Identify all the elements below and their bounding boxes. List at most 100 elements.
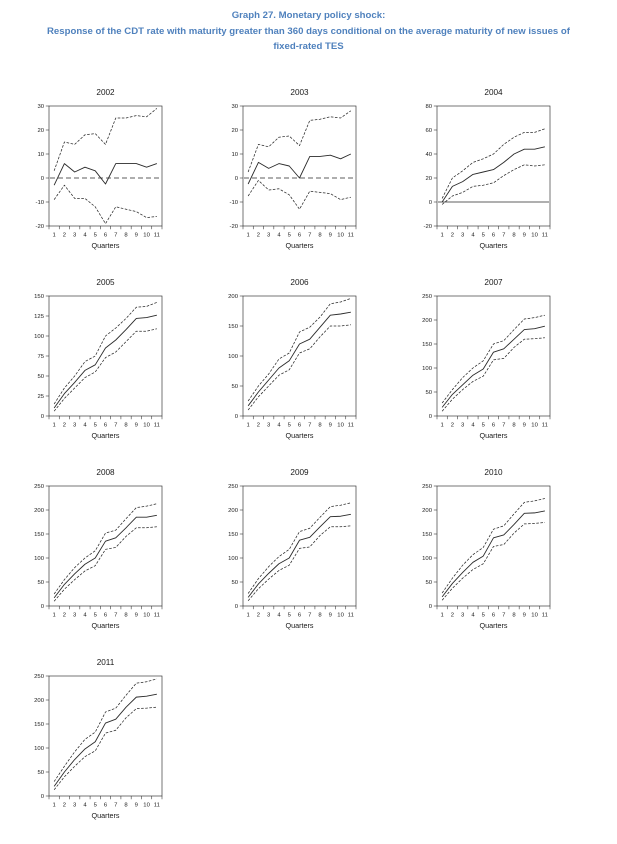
chart-svg-2009: 2009 0 50 100 150 200 250 1 2 3 4 5 6 7 8 9 10 11 Quarters	[228, 468, 357, 630]
x-tick-label: 6	[298, 613, 302, 619]
y-tick-label: 30	[231, 104, 238, 110]
plot-box	[436, 485, 551, 607]
y-tick-label: 10	[231, 152, 238, 158]
x-tick-label: 2	[63, 613, 66, 619]
x-tick-label: 8	[124, 233, 128, 239]
y-tick-label: 60	[425, 128, 432, 134]
plot-box	[436, 105, 551, 227]
chart-panel-2010: 2010 0 50 100 150 200 250 1 2 3 4 5 6 7 8 9 10 11 Quarters	[412, 464, 592, 634]
y-tick-label: -20	[423, 224, 432, 230]
series-response	[441, 510, 545, 598]
chart-title: 2011	[97, 658, 115, 667]
y-tick-label: 100	[422, 556, 433, 562]
x-tick-label: 7	[114, 803, 117, 809]
x-tick-label: 7	[502, 423, 505, 429]
y-tick-label: 0	[235, 176, 239, 182]
x-tick-label: 7	[114, 613, 117, 619]
x-tick-label: 2	[257, 233, 260, 239]
x-tick-label: 2	[63, 803, 66, 809]
y-tick-label: 100	[34, 556, 45, 562]
y-tick-label: 50	[37, 580, 44, 586]
x-tick-label: 3	[267, 233, 271, 239]
x-axis-label: Quarters	[286, 431, 314, 440]
x-tick-label: 8	[318, 613, 322, 619]
y-tick-label: 100	[228, 556, 239, 562]
x-tick-label: 7	[502, 233, 505, 239]
x-tick-label: 10	[143, 613, 150, 619]
y-tick-label: 50	[37, 374, 44, 380]
chart-svg-2007: 2007 0 50 100 150 200 250 1 2 3 4 5 6 7 8 9 10 11 Quarters	[422, 278, 551, 440]
x-tick-label: 10	[143, 423, 150, 429]
x-tick-label: 2	[257, 423, 260, 429]
y-tick-label: 0	[429, 604, 433, 610]
x-tick-label: 10	[337, 233, 344, 239]
chart-panel-2002: 2002 -20 -10 0 10 20 30 1 2 3 4 5 6 7 8 9 10 11 Quarters	[24, 84, 204, 254]
x-tick-label: 8	[512, 613, 516, 619]
y-tick-label: 0	[429, 414, 433, 420]
x-tick-label: 3	[267, 423, 271, 429]
x-tick-label: 9	[329, 233, 332, 239]
x-tick-label: 9	[135, 613, 138, 619]
x-tick-label: 1	[52, 423, 55, 429]
chart-panel-2003: 2003 -20 -10 0 10 20 30 1 2 3 4 5 6 7 8 9 10 11 Quarters	[218, 84, 398, 254]
plot-box	[48, 485, 163, 607]
x-tick-label: 1	[52, 803, 55, 809]
x-axis-label: Quarters	[286, 621, 314, 630]
y-tick-label: 150	[422, 342, 433, 348]
chart-panel-2008: 2008 0 50 100 150 200 250 1 2 3 4 5 6 7 8 9 10 11 Quarters	[24, 464, 204, 634]
y-tick-label: 50	[425, 580, 432, 586]
y-tick-label: 50	[37, 770, 44, 776]
figure-title: Graph 27. Monetary policy shock: Respons…	[10, 8, 607, 55]
x-tick-label: 5	[482, 423, 486, 429]
chart-title: 2006	[290, 278, 309, 287]
x-tick-label: 4	[83, 423, 87, 429]
plot-box	[48, 675, 163, 797]
x-tick-label: 1	[246, 613, 249, 619]
chart-title: 2010	[484, 468, 503, 477]
x-tick-label: 5	[94, 423, 98, 429]
y-tick-label: 10	[37, 152, 44, 158]
chart-svg-2010: 2010 0 50 100 150 200 250 1 2 3 4 5 6 7 8 9 10 11 Quarters	[422, 468, 551, 630]
y-tick-label: 0	[429, 200, 433, 206]
x-tick-label: 3	[461, 233, 465, 239]
x-tick-label: 3	[267, 613, 271, 619]
x-tick-label: 7	[308, 233, 311, 239]
y-tick-label: 200	[34, 508, 45, 514]
x-tick-label: 3	[73, 233, 77, 239]
x-tick-label: 6	[298, 423, 302, 429]
x-tick-label: 2	[257, 613, 260, 619]
series-response	[247, 153, 352, 185]
series-lower-band	[441, 522, 545, 601]
x-tick-label: 11	[542, 423, 548, 429]
x-tick-label: 9	[135, 803, 138, 809]
series-lower-band	[53, 526, 157, 602]
y-tick-label: 125	[34, 314, 45, 320]
x-tick-label: 1	[440, 423, 443, 429]
series-upper-band	[441, 314, 545, 404]
x-tick-label: 8	[318, 423, 322, 429]
chart-title: 2003	[290, 88, 309, 97]
x-tick-label: 5	[288, 613, 292, 619]
x-tick-label: 2	[451, 233, 454, 239]
y-tick-label: 150	[34, 294, 45, 300]
x-tick-label: 5	[482, 613, 486, 619]
plot-box	[242, 485, 357, 607]
y-tick-label: -20	[35, 224, 44, 230]
chart-panel-2009: 2009 0 50 100 150 200 250 1 2 3 4 5 6 7 8 9 10 11 Quarters	[218, 464, 398, 634]
x-tick-label: 9	[329, 613, 332, 619]
x-tick-label: 6	[298, 233, 302, 239]
x-axis-label: Quarters	[286, 241, 314, 250]
y-tick-label: 200	[228, 508, 239, 514]
y-tick-label: 150	[422, 532, 433, 538]
chart-svg-2002: 2002 -20 -10 0 10 20 30 1 2 3 4 5 6 7 8 9 10 11 Quarters	[35, 88, 163, 250]
y-tick-label: 0	[41, 176, 45, 182]
x-tick-label: 6	[492, 613, 496, 619]
x-tick-label: 9	[523, 423, 526, 429]
y-tick-label: 250	[422, 294, 433, 300]
series-response	[441, 325, 545, 408]
x-tick-label: 4	[83, 613, 87, 619]
x-tick-label: 9	[523, 613, 526, 619]
y-tick-label: 200	[34, 698, 45, 704]
y-tick-label: 0	[235, 414, 239, 420]
x-tick-label: 11	[154, 803, 160, 809]
